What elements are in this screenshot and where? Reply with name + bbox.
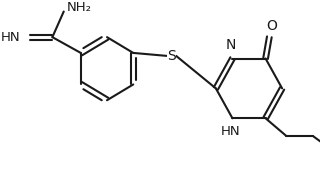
Text: O: O — [266, 19, 277, 33]
Text: NH₂: NH₂ — [66, 1, 92, 14]
Text: HN: HN — [221, 125, 240, 138]
Text: N: N — [225, 38, 236, 52]
Text: HN: HN — [1, 31, 20, 44]
Text: S: S — [167, 49, 176, 63]
